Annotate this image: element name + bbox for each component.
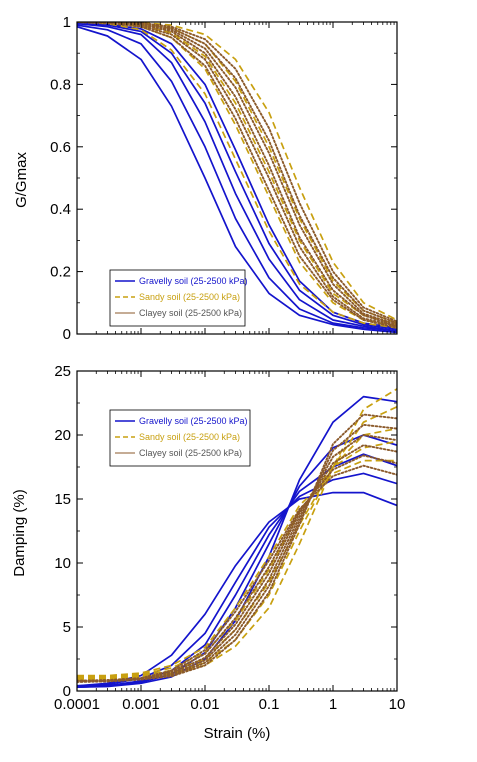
x-tick-label: 0.0001 [54,696,100,713]
y-tick-label: 0.8 [50,76,71,93]
y-tick-label: 5 [63,619,71,636]
y-tick-label: 0.4 [50,201,71,218]
series-line-sandy-7 [77,22,397,326]
y-tick-label: 0 [63,683,71,700]
legend-label-gravelly: Gravelly soil (25-2500 kPa) [139,276,248,286]
series-group [77,388,397,689]
y-tick-label: 10 [54,555,71,572]
y-tick-label: 0.6 [50,139,71,156]
series-line-clayey-15 [77,413,397,683]
legend: Gravelly soil (25-2500 kPa) Sandy soil (2… [109,269,248,327]
series-line-gravelly-1 [77,24,397,332]
series-line-clayey-10 [77,464,397,682]
legend-label-sandy: Sandy soil (25-2500 kPa) [139,432,240,442]
y-axis-title-damping: Damping (%) [11,489,28,577]
series-line-sandy-8 [77,406,397,681]
series-line-sandy-9 [77,388,397,682]
series-line-gravelly-1 [77,472,397,687]
series-line-gravelly-0 [77,25,397,334]
legend-box [109,269,246,327]
series-line-clayey-11 [77,454,397,682]
x-tick-label: 0.01 [190,696,219,713]
series-line-gravelly-3 [77,434,397,689]
series-line-sandy-9 [77,22,397,321]
series-line-gravelly-2 [77,22,397,332]
series-line-gravelly-3 [77,22,397,331]
x-tick-label: 0.1 [259,696,280,713]
y-axis-title-modulus: G/Gmax [13,152,30,208]
x-tick-label: 10 [389,696,406,713]
y-tick-label: 15 [54,491,71,508]
chart-panel-modulus: G/Gmax 0 0.2 0.4 0.6 0.8 1 Gravelly soil (25-2… [13,14,398,343]
legend-label-clayey: Clayey soil (25-2500 kPa) [139,308,242,318]
x-tick-label: 0.001 [122,696,160,713]
x-axis-title: Strain (%) [204,725,271,742]
y-tick-label: 0 [63,326,71,343]
y-tick-label: 25 [54,363,71,380]
y-tick-label: 20 [54,427,71,444]
series-line-sandy-6 [77,440,397,678]
legend-label-gravelly: Gravelly soil (25-2500 kPa) [139,416,248,426]
x-tick-label: 1 [329,696,337,713]
series-line-sandy-8 [77,22,397,324]
series-line-gravelly-2 [77,453,397,689]
legend-box [109,409,251,467]
legend-label-clayey: Clayey soil (25-2500 kPa) [139,448,242,458]
legend: Gravelly soil (25-2500 kPa) Sandy soil (2… [109,409,251,467]
y-tick-label: 1 [63,14,71,31]
series-line-sandy-5 [77,22,397,329]
y-tick-label: 0.2 [50,264,71,281]
series-line-sandy-6 [77,22,397,328]
legend-label-sandy: Sandy soil (25-2500 kPa) [139,292,240,302]
chart-panel-damping: Damping (%) Strain (%) 0.0001 0.001 0.01 0.… [11,363,405,742]
series-group [77,22,397,334]
series-line-gravelly-0 [77,491,397,687]
